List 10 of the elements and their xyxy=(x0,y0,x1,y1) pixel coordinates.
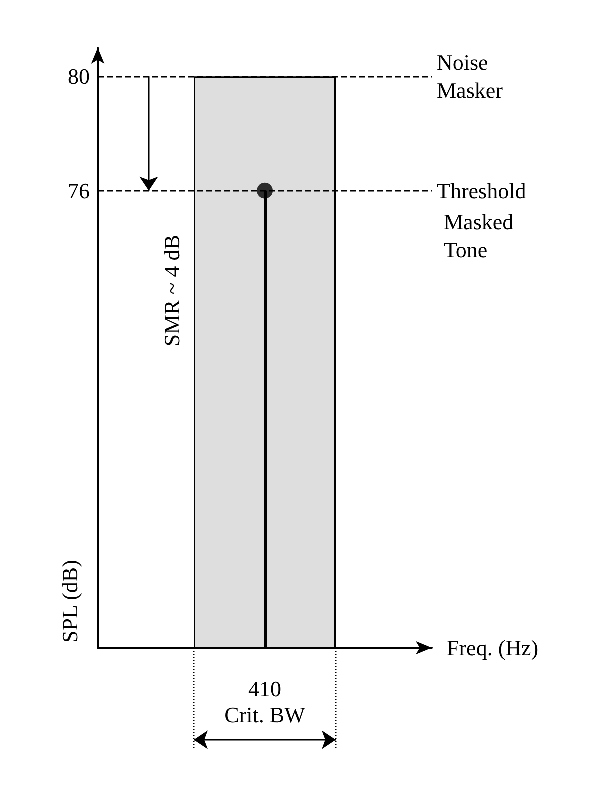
y-tick-label: 80 xyxy=(68,64,90,90)
y-tick-label: 76 xyxy=(68,178,90,204)
x-axis-title: Freq. (Hz) xyxy=(447,636,539,660)
ref-line-label: Threshold xyxy=(437,178,526,204)
y-axis-title: SPL (dB) xyxy=(58,560,82,643)
ref-line-label: Noise Masker xyxy=(437,50,504,104)
annotation: SMR ~ 4 dB xyxy=(160,235,184,347)
text: Crit. BW xyxy=(224,702,306,728)
x-tick-label: 410 xyxy=(248,676,282,702)
text: Masked Tone xyxy=(444,209,520,262)
